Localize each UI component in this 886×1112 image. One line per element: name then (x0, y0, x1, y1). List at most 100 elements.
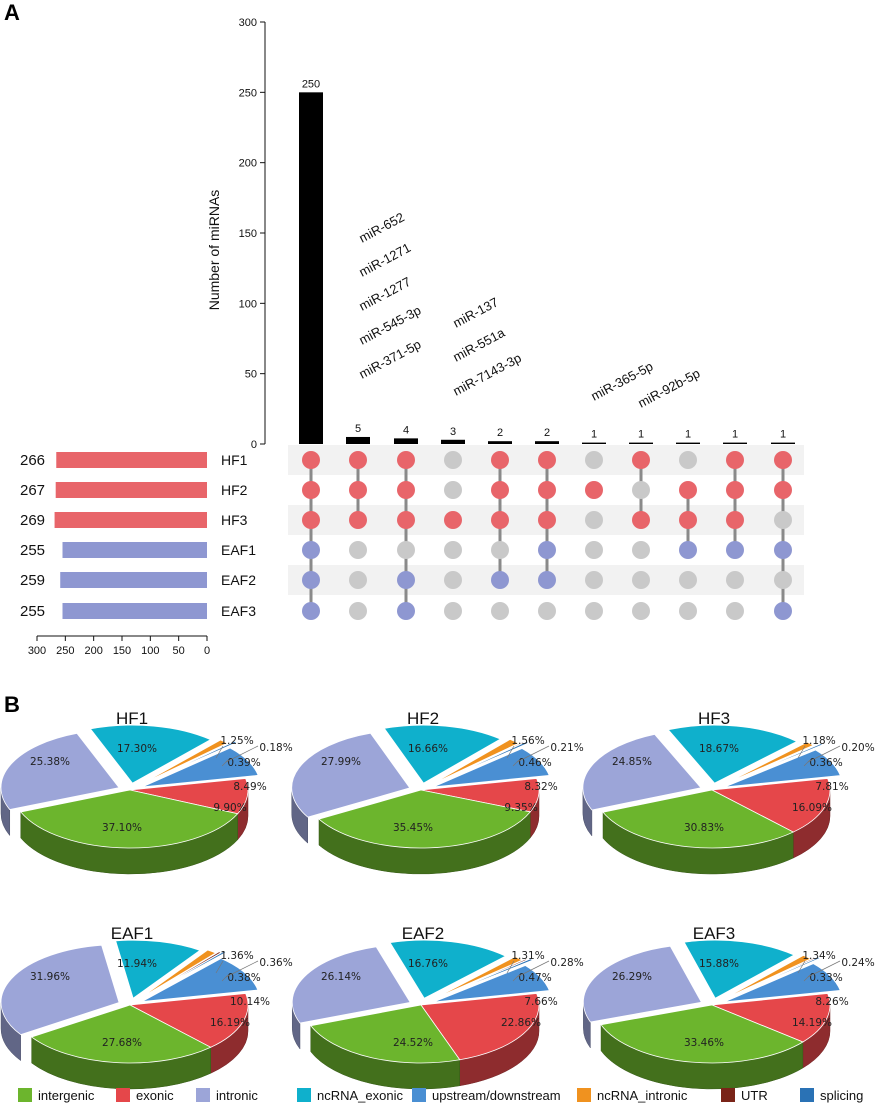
leader-line (215, 960, 224, 974)
leader-line (225, 960, 259, 978)
matrix-dot (538, 511, 556, 529)
bar-value-label: 4 (403, 424, 409, 436)
pie-slice (433, 965, 550, 1003)
pie-value-label: 0.20% (841, 742, 874, 754)
matrix-dot (585, 602, 603, 620)
intersection-bar (676, 442, 700, 444)
pie-value-label: 0.18% (259, 742, 292, 754)
bar-value-label: 1 (638, 429, 644, 441)
pie-title: HF2 (407, 709, 439, 728)
set-size-label: 259 (20, 572, 45, 589)
set-size-label: 266 (20, 452, 45, 469)
pie-charts: HF1 37.10% 9.90% 25.38% 17.30% 8.49% 1.25% 0.18… (0, 709, 875, 1090)
pie-value-label: 31.96% (30, 971, 70, 983)
matrix-dot (538, 602, 556, 620)
pie-slice (129, 778, 249, 815)
legend-label: intronic (216, 1088, 258, 1103)
legend-swatch (116, 1088, 130, 1102)
pie-slice (724, 749, 841, 788)
pie-value-label: 37.10% (102, 822, 142, 834)
set-size-bar (55, 482, 208, 498)
pie-slice (291, 946, 411, 1024)
pie-value-label: 24.52% (393, 1037, 433, 1049)
pie-slice (440, 741, 530, 782)
set-size-bar (54, 512, 207, 528)
matrix-dot (726, 481, 744, 499)
matrix-dot (774, 541, 792, 559)
matrix-dot (726, 602, 744, 620)
pie-value-label: 27.99% (321, 756, 361, 768)
set-name-label: EAF2 (221, 572, 256, 588)
pie-title: EAF1 (111, 924, 154, 943)
matrix-dot (726, 571, 744, 589)
pie-value-label: 7.66% (524, 996, 557, 1008)
pie-slice (731, 743, 824, 782)
matrix-dot (491, 602, 509, 620)
pie-value-label: 0.21% (550, 742, 583, 754)
mirna-annotation: miR-137 (450, 294, 500, 330)
pie-slice (582, 733, 702, 811)
pie-value-label: 26.29% (612, 971, 652, 983)
matrix-dot (632, 541, 650, 559)
pie-slice (142, 747, 259, 788)
legend-label: exonic (136, 1088, 174, 1103)
pie-slice (140, 949, 217, 999)
matrix-dot (632, 451, 650, 469)
legend-label: ncRNA_intronic (597, 1088, 688, 1103)
matrix-dot (679, 451, 697, 469)
pie-legend: intergenic exonic intronic ncRNA_exonic upst… (18, 1088, 863, 1103)
pie-value-label: 0.36% (259, 957, 292, 969)
pie-slice (310, 1004, 461, 1064)
set-size-tick-label: 150 (113, 645, 131, 657)
matrix-dot (349, 571, 367, 589)
leader-line (803, 974, 811, 982)
pie-slice (667, 724, 798, 784)
pie-hf3: HF3 30.83% 16.09% 24.85% 18.67% 7.81% 1.18% 0.2… (582, 709, 875, 875)
pie-value-label: 22.86% (501, 1017, 541, 1029)
pie-value-label: 30.83% (684, 822, 724, 834)
matrix-dot (397, 541, 415, 559)
pie-slice (602, 789, 795, 849)
matrix-dot (349, 451, 367, 469)
set-size-tick-label: 300 (28, 645, 46, 657)
matrix-dot (774, 481, 792, 499)
pie-slice (0, 732, 120, 811)
set-size-bar (62, 542, 207, 558)
pie-value-label: 7.81% (815, 781, 848, 793)
pie-slice (141, 958, 259, 1002)
panel-b-label: B (4, 692, 20, 717)
intersection-bar (582, 442, 606, 444)
matrix-dot (302, 571, 320, 589)
y-tick-label: 250 (239, 87, 257, 99)
leader-line (221, 759, 229, 767)
pie-slice (724, 741, 815, 785)
set-size-label: 269 (20, 512, 45, 529)
matrix-dot (679, 571, 697, 589)
pie-slice (128, 993, 249, 1048)
set-size-bar (56, 452, 208, 468)
matrix-dot (397, 571, 415, 589)
bar-value-label: 1 (591, 429, 597, 441)
matrix-dot (491, 481, 509, 499)
pie-slice (318, 789, 531, 849)
set-size-tick-label: 200 (84, 645, 102, 657)
matrix-dot (302, 541, 320, 559)
pie-value-label: 10.14% (230, 996, 270, 1008)
pie-value-label: 14.19% (792, 1017, 832, 1029)
matrix-dot (302, 451, 320, 469)
matrix-dot (679, 511, 697, 529)
pie-value-label: 0.28% (550, 957, 583, 969)
matrix-dot (538, 481, 556, 499)
set-size-tick-label: 100 (141, 645, 159, 657)
matrix-dot (585, 571, 603, 589)
panel-a-label: A (4, 0, 20, 25)
matrix-dot (726, 511, 744, 529)
matrix-dot (774, 602, 792, 620)
matrix-dot (444, 602, 462, 620)
leader-line (215, 745, 224, 759)
matrix-dot (397, 511, 415, 529)
pie-value-label: 11.94% (117, 958, 157, 970)
set-size-label: 255 (20, 603, 45, 620)
set-size-tick-label: 250 (56, 645, 74, 657)
